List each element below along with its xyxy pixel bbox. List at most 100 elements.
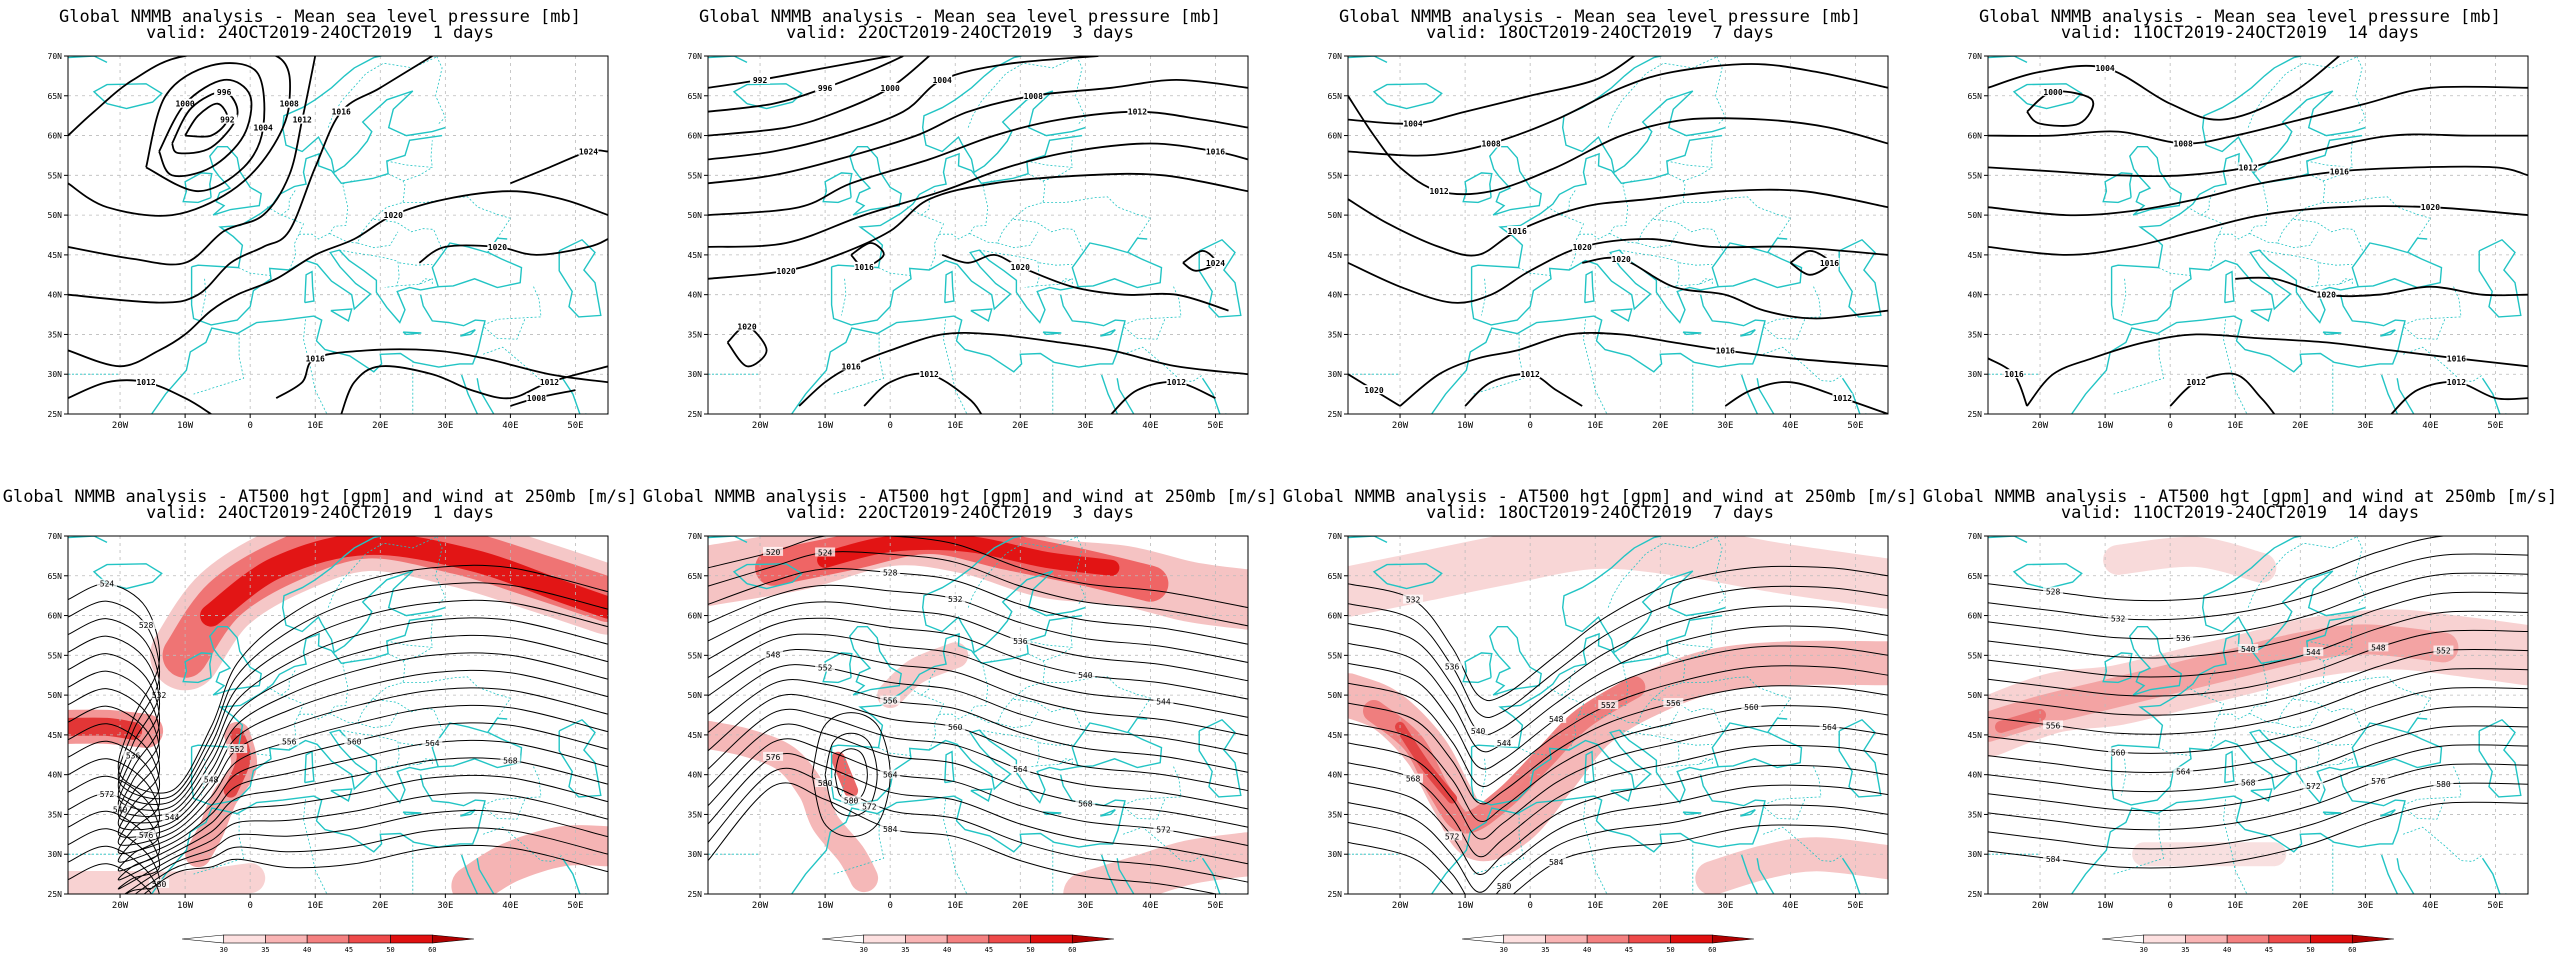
- country-border: [281, 189, 297, 216]
- contour-label-bg: [859, 801, 880, 811]
- country-border: [484, 317, 526, 340]
- contour-label-bg: [932, 74, 953, 84]
- coastline: [92, 563, 163, 590]
- contour-label: 1020: [2317, 291, 2336, 300]
- country-border: [2259, 729, 2320, 768]
- country-border: [1042, 167, 1073, 182]
- contour-label-bg: [500, 755, 521, 765]
- lon-tick-label: 0: [1527, 421, 1532, 431]
- coastline: [2250, 788, 2273, 802]
- coastline: [1430, 294, 1766, 414]
- colorbar-label: 35: [1541, 946, 1549, 954]
- lat-tick-label: 35N: [1328, 810, 1343, 819]
- country-border: [2403, 285, 2462, 326]
- lon-tick-label: 30E: [1717, 901, 1733, 911]
- coastline: [2129, 625, 2182, 696]
- contour-label: 572: [2306, 782, 2321, 791]
- country-border: [1059, 758, 1073, 765]
- lat-tick-label: 65N: [1328, 572, 1343, 581]
- country-border: [329, 698, 444, 733]
- contour-label-bg: [841, 361, 862, 371]
- colorbar-cell: [863, 934, 906, 944]
- colorbar-label: 45: [345, 946, 353, 954]
- map-at500-14days: 528 532 536 540 544 548 552 556 560 564 568 572 576 5…: [1968, 532, 2529, 911]
- contour-label: 536: [1013, 637, 1028, 646]
- contour-label-bg: [854, 261, 875, 271]
- contour-label: 560: [2111, 748, 2126, 757]
- mslp-panel-3days: Global NMMB analysis - Mean sea level pr…: [640, 0, 1280, 480]
- country-border: [483, 765, 542, 806]
- wind-band: [817, 536, 1120, 576]
- map-content: 1000 1004 1008 1012 1016 1020 1020 1016 1016 1012…: [1988, 56, 2528, 414]
- contour-line: [1988, 85, 2528, 145]
- contour-label-bg: [1819, 721, 1840, 731]
- country-border: [327, 536, 438, 608]
- contour-label-bg: [815, 778, 836, 788]
- lat-tick-label: 30N: [1328, 850, 1343, 859]
- axes: 20W 10W 0 10E 20E 30E 40E 50E 70N 65N 60N 55N 50N 45N…: [48, 532, 584, 911]
- contour-line: [708, 782, 1219, 894]
- colorbar-label: 50: [386, 946, 394, 954]
- country-border: [1579, 664, 1629, 720]
- colorbar-cell: [2351, 934, 2395, 944]
- contour-line: [68, 617, 608, 811]
- country-border: [201, 278, 207, 316]
- coastline: [2481, 857, 2528, 894]
- contour-label: 1012: [1167, 378, 1186, 387]
- contour-line: [1348, 724, 1888, 840]
- lon-tick-label: 20W: [112, 421, 129, 431]
- lon-tick-label: 40E: [2422, 421, 2438, 431]
- contour-label-bg: [1598, 700, 1619, 710]
- lon-tick-label: 10E: [1587, 901, 1603, 911]
- coastline: [1372, 83, 1443, 110]
- isobars: 1000 996 992 1004 1008 1012 1016 1016 1020 1020 10…: [68, 56, 608, 414]
- contour-label: 580: [844, 797, 859, 806]
- lat-tick-label: 45N: [48, 251, 63, 260]
- country-border: [841, 758, 847, 796]
- country-border: [2277, 711, 2319, 729]
- map-frame: [707, 55, 1249, 415]
- coastline: [970, 788, 993, 802]
- country-border: [2355, 536, 2366, 604]
- lon-tick-label: 10E: [2227, 901, 2243, 911]
- contour-label-bg: [2368, 776, 2389, 786]
- lat-tick-label: 50N: [1328, 211, 1343, 220]
- panel-subtitle: valid: 18OCT2019-24OCT2019 7 days: [1426, 23, 1774, 43]
- coastline: [558, 238, 602, 318]
- contour-label-bg: [1023, 90, 1044, 100]
- contour-line: [68, 582, 608, 800]
- coastline: [1838, 238, 1882, 318]
- contour-label-bg: [1403, 594, 1424, 604]
- contour-label-bg: [2043, 720, 2064, 730]
- contour-label: 1020: [488, 243, 507, 252]
- country-border: [1124, 317, 1166, 340]
- contour-label-bg: [1507, 226, 1528, 236]
- lat-tick-label: 70N: [1328, 52, 1343, 61]
- country-border: [2247, 56, 2358, 128]
- lat-tick-label: 30N: [1968, 850, 1983, 859]
- contour-label-bg: [2173, 632, 2194, 642]
- colorbar-cell: [1711, 934, 1755, 944]
- country-border: [372, 173, 406, 220]
- graticule: [708, 536, 1248, 894]
- contour-line: [1348, 605, 1888, 736]
- contour-label-bg: [1741, 702, 1762, 712]
- country-border: [1583, 799, 1608, 894]
- coastline: [2358, 731, 2443, 769]
- lon-tick-label: 20W: [1392, 901, 1409, 911]
- lat-tick-label: 55N: [1328, 651, 1343, 660]
- country-border: [1637, 231, 1679, 249]
- coastline: [944, 270, 955, 304]
- coastline: [1470, 717, 1788, 806]
- contour-line: [68, 669, 608, 831]
- coastline: [2250, 308, 2273, 322]
- country-border: [2158, 267, 2192, 276]
- coastline: [1198, 238, 1242, 318]
- contour-line: [1348, 625, 1888, 753]
- coastline: [1988, 56, 2028, 64]
- contour-label-bg: [1663, 698, 1684, 708]
- axes: 20W 10W 0 10E 20E 30E 40E 50E 70N 65N 60N 55N 50N 45N…: [1968, 52, 2504, 431]
- contour-label: 576: [766, 753, 781, 762]
- contour-line: [708, 708, 1248, 810]
- country-border: [1652, 653, 1686, 700]
